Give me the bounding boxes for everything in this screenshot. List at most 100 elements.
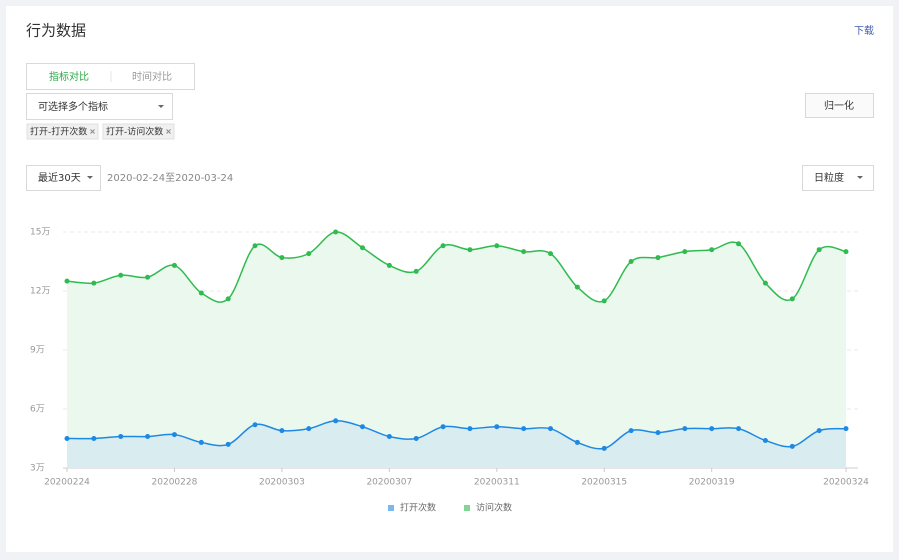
dropdown-arrow (857, 176, 863, 179)
tag-close[interactable] (166, 129, 171, 134)
point (413, 268, 419, 274)
point (762, 437, 768, 443)
point (816, 247, 822, 253)
legend-label: 打开次数 (400, 502, 436, 514)
point (198, 290, 204, 296)
point (333, 229, 339, 235)
granularity-label: 日粒度 (814, 171, 844, 184)
point (333, 418, 339, 424)
point (118, 434, 124, 440)
point (601, 445, 607, 451)
point (225, 441, 231, 447)
tag (26, 123, 99, 140)
point (359, 424, 365, 430)
x-tick-label: 20200324 (823, 478, 869, 488)
point (91, 436, 97, 441)
point (762, 280, 768, 286)
legend-label: 访问次数 (476, 502, 512, 514)
tag-close[interactable] (90, 129, 95, 134)
point (306, 426, 312, 432)
point (709, 247, 715, 253)
point (548, 426, 554, 432)
point (574, 284, 580, 290)
area (67, 231, 846, 468)
point (601, 298, 607, 304)
metric-placeholder: 可选择多个指标 (38, 100, 108, 113)
tag (102, 123, 175, 140)
granularity-select[interactable] (802, 165, 874, 191)
tag-label: 打开-打开次数 (30, 126, 87, 138)
tab-active[interactable]: 指标对比 (49, 70, 89, 83)
point (816, 428, 822, 434)
x-tick-label: 20200228 (152, 478, 198, 488)
point (306, 251, 312, 257)
x-tick-label: 20200224 (44, 478, 90, 488)
point (843, 249, 849, 255)
point (467, 247, 473, 253)
point (789, 443, 795, 449)
tab[interactable]: 时间对比 (132, 70, 172, 83)
point (145, 434, 151, 440)
dropdown-arrow (158, 105, 164, 108)
point (521, 426, 527, 432)
y-tick-label: 12万 (30, 287, 50, 297)
point (494, 243, 500, 249)
point (655, 255, 661, 261)
point (118, 272, 124, 278)
point (682, 426, 688, 432)
point (843, 426, 849, 432)
legend-swatch (464, 505, 470, 511)
point (279, 428, 285, 434)
point (386, 434, 392, 440)
point (252, 243, 258, 249)
y-tick-label: 6万 (30, 405, 45, 415)
point (789, 296, 795, 302)
point (64, 278, 70, 284)
date-range: 2020-02-24至2020-03-24 (107, 172, 233, 184)
point (279, 255, 285, 261)
legend-swatch (388, 505, 394, 511)
point (171, 432, 177, 438)
normalize-label: 归一化 (824, 99, 854, 112)
chart: 3万 6万 9万 12万 15万 20200224 20200228 20200303 2020… (30, 228, 869, 514)
point (171, 262, 177, 268)
page-title: 行为数据 (26, 22, 86, 40)
point (736, 241, 742, 247)
point (386, 262, 392, 268)
normalize-button[interactable] (805, 93, 874, 118)
point (225, 296, 231, 302)
download-link[interactable]: 下载 (854, 25, 874, 37)
x-tick-label: 20200311 (474, 478, 520, 488)
point (440, 424, 446, 430)
dropdown-arrow (87, 176, 93, 179)
point (440, 243, 446, 249)
point (64, 436, 70, 441)
range-label: 最近30天 (38, 171, 81, 184)
point (628, 428, 634, 434)
y-tick-label: 9万 (30, 346, 45, 356)
point (709, 426, 715, 432)
point (548, 251, 554, 257)
point (252, 422, 258, 428)
point (655, 430, 661, 436)
range-select[interactable] (26, 165, 101, 191)
x-tick-label: 20200303 (259, 478, 305, 488)
point (198, 439, 204, 445)
point (145, 274, 151, 280)
point (628, 259, 634, 264)
point (682, 249, 688, 255)
point (736, 426, 742, 432)
y-tick-label: 3万 (30, 464, 45, 474)
metric-select[interactable] (26, 93, 173, 120)
y-tick-label: 15万 (30, 228, 50, 238)
point (413, 436, 419, 441)
point (574, 439, 580, 445)
point (467, 426, 473, 432)
tag-label: 打开-访问次数 (106, 126, 163, 138)
point (91, 280, 97, 286)
x-tick-label: 20200319 (689, 478, 735, 488)
x-tick-label: 20200315 (581, 478, 627, 488)
point (494, 424, 500, 430)
